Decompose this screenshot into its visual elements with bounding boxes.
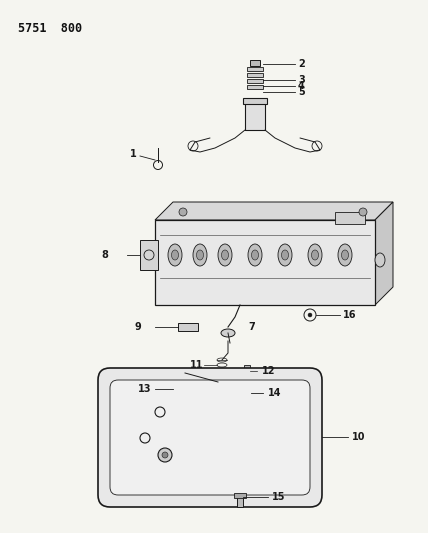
Circle shape [173, 379, 193, 399]
Text: 12: 12 [262, 366, 276, 376]
Bar [234, 493, 246, 498]
Ellipse shape [193, 244, 207, 266]
Text: 11: 11 [190, 360, 204, 370]
Circle shape [162, 452, 168, 458]
Ellipse shape [308, 244, 322, 266]
Polygon shape [155, 202, 393, 220]
Bar [244, 365, 250, 377]
Ellipse shape [248, 244, 262, 266]
Circle shape [179, 208, 187, 216]
FancyBboxPatch shape [98, 368, 322, 507]
Text: 15: 15 [272, 492, 285, 502]
Ellipse shape [172, 250, 178, 260]
Bar [230, 368, 248, 375]
Ellipse shape [338, 244, 352, 266]
Bar [245, 102, 265, 130]
Circle shape [241, 389, 249, 397]
Text: 2: 2 [298, 59, 305, 69]
Text: 7: 7 [248, 322, 255, 332]
Ellipse shape [218, 244, 232, 266]
Ellipse shape [239, 385, 251, 401]
Ellipse shape [196, 250, 203, 260]
Bar [247, 85, 263, 89]
FancyBboxPatch shape [110, 380, 310, 495]
Text: 16: 16 [343, 310, 357, 320]
Ellipse shape [282, 250, 288, 260]
Text: 4: 4 [298, 81, 305, 91]
Bar [178, 323, 198, 331]
Circle shape [158, 448, 172, 462]
Text: 10: 10 [352, 432, 366, 442]
FancyBboxPatch shape [155, 220, 375, 305]
Bar [237, 497, 243, 507]
FancyBboxPatch shape [171, 371, 230, 407]
Bar [250, 60, 260, 66]
Ellipse shape [375, 253, 385, 267]
Text: 5751  800: 5751 800 [18, 22, 82, 35]
Polygon shape [375, 202, 393, 305]
Circle shape [178, 384, 188, 394]
Bar [335, 212, 365, 224]
Ellipse shape [312, 250, 318, 260]
Bar [247, 79, 263, 83]
Text: 1: 1 [130, 149, 137, 159]
Text: 3: 3 [298, 75, 305, 85]
Bar [243, 98, 267, 104]
Bar [223, 381, 238, 397]
Ellipse shape [221, 329, 235, 337]
Ellipse shape [222, 250, 229, 260]
Text: 9: 9 [135, 322, 141, 332]
Text: 14: 14 [268, 388, 282, 398]
Ellipse shape [168, 244, 182, 266]
Bar [140, 240, 158, 270]
Ellipse shape [342, 250, 348, 260]
Text: 5: 5 [298, 87, 305, 97]
Bar [247, 73, 263, 77]
Circle shape [308, 313, 312, 317]
Ellipse shape [278, 244, 292, 266]
Text: 13: 13 [138, 384, 152, 394]
Bar [247, 67, 263, 71]
Ellipse shape [252, 250, 259, 260]
Circle shape [226, 384, 236, 394]
Text: 8: 8 [101, 250, 108, 260]
Circle shape [359, 208, 367, 216]
